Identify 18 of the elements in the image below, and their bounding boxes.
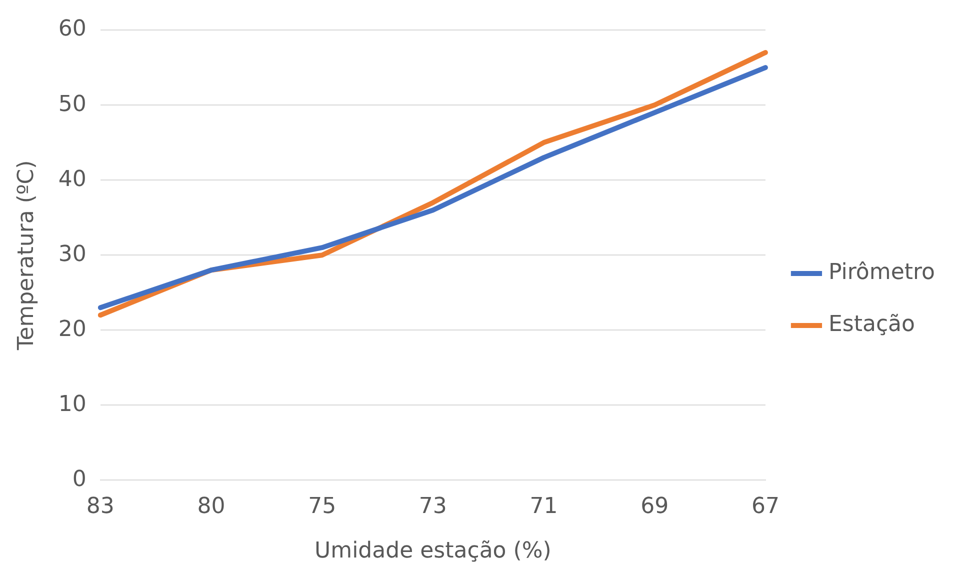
x-tick-label: 67: [751, 494, 780, 520]
y-tick-label: 0: [72, 466, 86, 492]
x-tick-label: 69: [640, 494, 669, 520]
y-tick-label: 30: [58, 242, 86, 267]
y-tick-label: 40: [58, 166, 86, 192]
x-axis-title: Umidade estação (%): [314, 538, 552, 564]
x-tick-label: 80: [197, 494, 226, 520]
x-tick-label: 73: [418, 494, 447, 520]
legend-label: Estação: [828, 312, 915, 338]
x-tick-label: 75: [308, 494, 336, 520]
y-tick-label: 20: [58, 316, 86, 342]
y-axis-title: Temperatura (ºC): [14, 160, 39, 351]
x-tick-label: 83: [86, 494, 114, 520]
legend-label: Pirômetro: [828, 260, 935, 286]
y-tick-label: 50: [58, 92, 86, 117]
y-tick-label: 60: [58, 16, 86, 42]
x-tick-label: 71: [530, 494, 558, 520]
y-tick-label: 10: [58, 392, 86, 417]
